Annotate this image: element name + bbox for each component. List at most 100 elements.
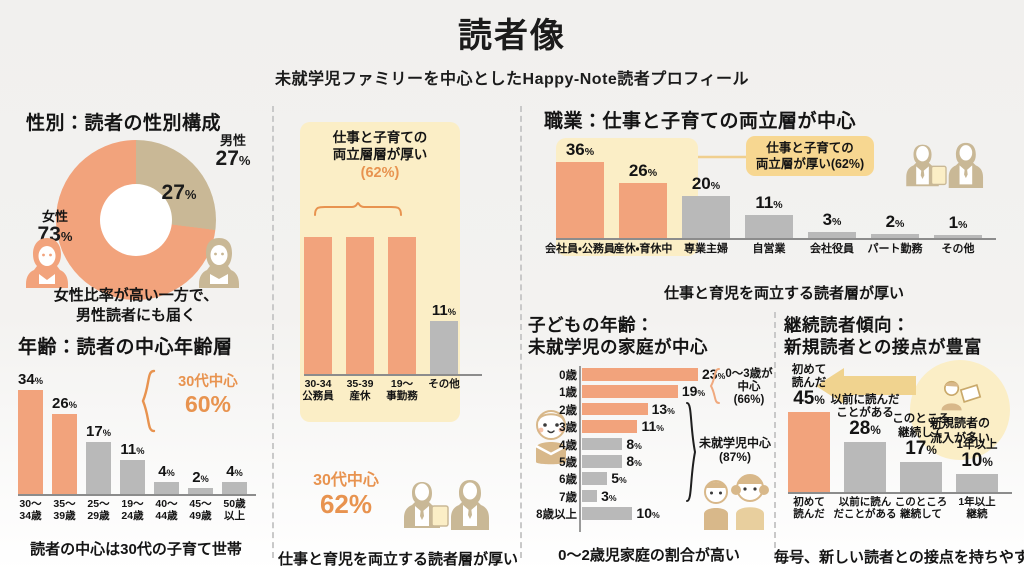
bar-value-label: 2% [885,211,905,231]
bar-fill [788,412,830,492]
children-orange-note: 0〜3歳が 中心 (66%) [725,368,773,407]
bar-item: 28% 以前に読んだ ことがある 以前に読ん だことがある [831,372,900,520]
bar-fill [934,235,982,238]
bar-value-label: 45% [793,388,825,409]
bar-x-label: パート勤務 [867,243,923,255]
h-bar-item: 0歳 23% [559,366,725,382]
age-caption: 読者の中心は30代の子育て世帯 [30,541,242,558]
bar-x-label: その他 [941,243,975,255]
bar-item: 19〜 事勤務 [386,216,418,402]
h-bar-label: 5歳 [559,457,577,469]
h-bar-value: 13% [651,400,675,417]
h-bar-value: 19% [681,383,706,400]
children-black-note: 未就学児中心 (87%) [698,436,771,465]
panel-gender: 性別：読者の性別構成 27% 女性 73% 男性 27% [0,104,272,324]
h-bar-value: 10% [636,505,660,522]
bar-fill [86,442,111,494]
gender-section-title: 性別：読者の性別構成 [26,113,222,134]
bar-x-label: 以前に読ん だことがある [833,496,897,520]
donut-ring [56,140,216,300]
middle-brace-icon [314,201,402,216]
bar-fill [430,320,458,374]
panel-children: 子どもの年齢： 未就学児の家庭が中心 0歳 23% 1歳 19% 2歳 13% 3歳 11% 4… [524,312,774,572]
bar-value-label: 34% [18,371,43,388]
bar-fill [871,233,919,238]
bar-item: 17% このところ 継続して このところ 継続して [892,372,950,519]
bar-x-label: その他 [428,378,460,390]
bar-x-label: このところ 継続して [894,496,948,520]
bar-item: 17% 25〜 29歳 [86,366,111,522]
children-black-brace-icon [684,402,697,502]
bar-fill [52,414,77,494]
bar-item: 10% 1年以上 1年以上 継続 [956,372,998,520]
h-bar-label: 6歳 [559,474,577,487]
bar-top-label: 以前に読んだ ことがある [830,393,900,420]
bar-fill [900,461,942,492]
bar-value-label: 11% [755,192,783,212]
bar-fill [556,162,604,238]
bar-item: 2% 45〜 49歳 [188,366,213,522]
bar-item: 1% その他 [934,140,982,255]
bar-fill [619,183,667,238]
bar-top-label: このところ 継続して [892,413,950,439]
bar-value-label: 36% [565,140,595,159]
h-bar-label: 1歳 [559,387,577,400]
h-bar-fill [582,385,678,398]
children-bar-chart: 0歳 23% 1歳 19% 2歳 13% 3歳 11% 4歳 8% 5歳 8% 6歳 5% 7歳 3% 8歳以上… [536,366,725,528]
occupation-section-title: 職業：仕事と子育ての両立層が中心 [544,111,857,132]
chart-baseline [788,492,1012,494]
bar-x-label: 会社員・公務員 [545,243,615,255]
children-orange-brace-icon [709,368,722,404]
occupation-note-box: 仕事と子育ての 両立層が厚い(62%) [746,136,874,176]
bar-item: 4% 40〜 44歳 [154,366,179,522]
bar-value-label: 4% [158,462,175,480]
bar-item: 26% 35〜 39歳 [52,366,77,522]
continuity-section-title-line1: 継続読者傾向： [784,315,910,335]
middle-note: 30代中心 62% [313,472,379,520]
panel-occupation: 職業：仕事と子育ての両立層が中心 36% 会社員・公務員 26% 産休・育休中 20% 専… [524,104,1024,304]
bar-x-label: 40〜 44歳 [155,498,178,522]
h-bar-label: 4歳 [559,439,577,452]
h-bar-value: 8% [626,435,642,452]
age-note: 30代中心 60% [178,374,238,417]
h-bar-label: 3歳 [559,422,577,435]
donut-male-label: 男性 27% [215,133,251,170]
header: 読者像 未就学児ファミリーを中心としたHappy-Note読者プロフィール [0,0,1024,96]
bar-x-label: 19〜 事勤務 [386,378,418,402]
h-bar-fill [582,455,623,468]
bar-fill [154,481,179,494]
bar-x-label: 自営業 [752,243,786,255]
bar-item: 4% 50歳 以上 [222,366,247,522]
bar-x-label: 専業主婦 [684,243,728,255]
h-bar-fill [582,507,633,520]
bar-value-label: 11% [120,441,145,459]
middle-box-text: 仕事と子育ての 両立層層が厚い (62%) [332,130,428,181]
bar-fill [808,231,856,238]
bar-item: 20% 専業主婦 [682,140,730,255]
bar-fill [304,237,332,374]
h-bar-fill [582,489,598,503]
children-kids-icon [698,472,774,534]
bar-value-label: 20% [691,173,721,193]
page-subtitle: 未就学児ファミリーを中心としたHappy-Note読者プロフィール [275,71,749,88]
children-chart-axis [579,366,581,532]
bar-item: 45% 初めて 読んだ 初めて 読んだ [788,364,830,520]
occupation-connector-line [698,155,750,159]
bar-x-label: 会社役員 [810,243,854,255]
bar-value-label: 17% [905,437,937,459]
h-bar-fill [582,368,698,381]
bar-x-label: 45〜 49歳 [189,498,212,522]
bar-x-label: 35〜 39歳 [53,498,76,522]
donut-male-inner-label: 27% [161,181,197,204]
panel-age: 年齢：読者の中心年齢層 34% 30〜 34歳 26% 35〜 39歳 17% 25〜 29歳 1… [0,332,272,572]
bar-value-label: 3% [822,209,842,229]
bar-value-label: 2% [192,468,209,486]
bar-x-label: 初めて 読んだ [793,496,825,520]
bar-item: 26% 産休・育休中 [614,140,673,255]
bar-value-label: 1% [948,213,968,232]
occupation-couple-icon [898,132,994,188]
male-person-icon [196,234,242,292]
bar-item: 3% 会社役員 [808,140,856,255]
occupation-caption: 仕事と育児を両立する読者層が厚い [663,285,904,302]
h-bar-item: 4歳 8% [559,435,710,452]
